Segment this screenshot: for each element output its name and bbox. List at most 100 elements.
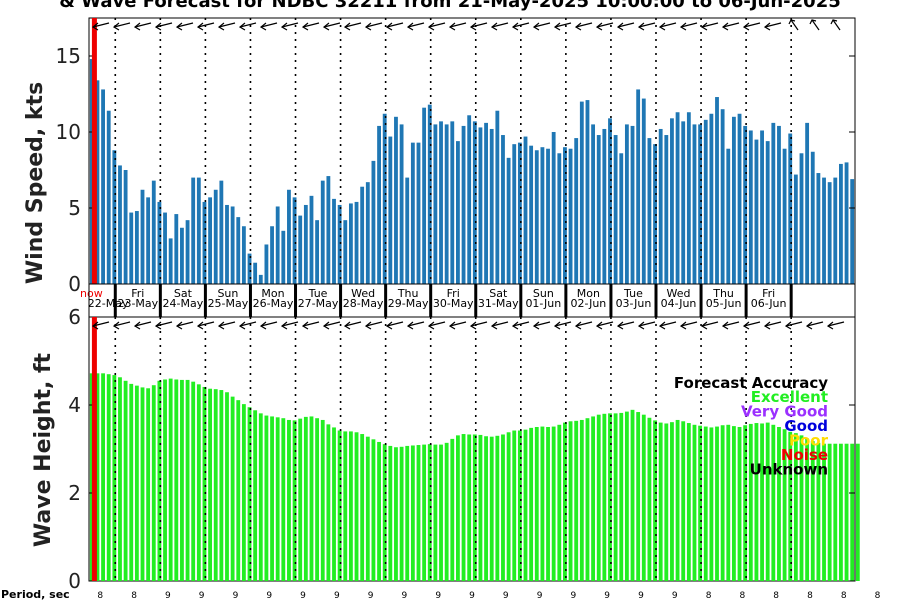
bar bbox=[726, 424, 731, 581]
bar bbox=[686, 423, 691, 581]
bar bbox=[551, 132, 556, 284]
bar bbox=[731, 116, 736, 284]
period-value: 9 bbox=[266, 591, 272, 600]
bar bbox=[236, 400, 241, 581]
bar bbox=[348, 203, 353, 284]
bar bbox=[191, 177, 196, 284]
bar bbox=[180, 227, 184, 284]
bar bbox=[731, 426, 736, 581]
wind-direction-arrow bbox=[532, 22, 551, 31]
period-value: 9 bbox=[638, 591, 644, 600]
bar bbox=[450, 121, 455, 284]
bar bbox=[191, 381, 196, 581]
bar bbox=[754, 423, 759, 581]
y-tick-label: 6 bbox=[68, 305, 81, 329]
bar bbox=[298, 215, 303, 284]
bar bbox=[456, 435, 460, 581]
bar bbox=[202, 201, 207, 284]
bar bbox=[298, 418, 303, 581]
wind-direction-arrow bbox=[574, 321, 593, 330]
bar bbox=[208, 388, 213, 581]
bar bbox=[422, 444, 427, 581]
bar bbox=[208, 197, 213, 284]
bar bbox=[270, 416, 274, 581]
wind-direction-arrow bbox=[574, 22, 593, 31]
bar bbox=[546, 148, 550, 284]
bar bbox=[433, 124, 438, 285]
bar bbox=[816, 173, 821, 284]
legend-title: Forecast Accuracy bbox=[674, 374, 828, 392]
bar bbox=[501, 135, 505, 284]
bar bbox=[287, 419, 291, 581]
y-tick-label: 2 bbox=[68, 481, 81, 505]
bar bbox=[844, 162, 849, 284]
wind-direction-arrow bbox=[217, 321, 236, 330]
bar bbox=[332, 198, 336, 284]
bar bbox=[371, 439, 376, 581]
bar bbox=[574, 138, 579, 284]
date-label: 06-Jun bbox=[751, 297, 787, 310]
wind-direction-arrow bbox=[742, 321, 761, 330]
legend-entry: Unknown bbox=[750, 461, 828, 479]
wind-direction-arrow bbox=[406, 22, 425, 31]
bar bbox=[326, 424, 331, 581]
date-label: 26-May bbox=[253, 297, 294, 310]
bar bbox=[236, 217, 241, 284]
bar bbox=[281, 418, 286, 581]
bar bbox=[788, 133, 793, 284]
bar bbox=[410, 445, 415, 581]
bar bbox=[185, 220, 190, 284]
bar bbox=[670, 118, 674, 284]
period-value: 9 bbox=[368, 591, 374, 600]
bar bbox=[101, 373, 105, 581]
bar bbox=[270, 226, 274, 284]
bar bbox=[855, 443, 860, 581]
bar bbox=[743, 425, 748, 581]
period-value: 9 bbox=[469, 591, 475, 600]
bar bbox=[422, 107, 427, 285]
wind-speed-axis-label: Wind Speed, kts bbox=[23, 82, 48, 284]
wind-direction-arrow bbox=[196, 321, 215, 330]
bar bbox=[123, 170, 128, 284]
bar bbox=[247, 253, 252, 284]
bar bbox=[174, 379, 179, 581]
bar bbox=[146, 197, 151, 284]
wind-direction-arrow bbox=[175, 22, 194, 31]
bar bbox=[822, 443, 826, 581]
bar bbox=[658, 128, 663, 284]
bar bbox=[264, 415, 269, 581]
day-name-label: Sat bbox=[489, 287, 508, 300]
bar bbox=[523, 136, 528, 284]
bar bbox=[118, 377, 122, 581]
bar bbox=[241, 226, 246, 284]
period-value: 9 bbox=[165, 591, 171, 600]
bar bbox=[641, 98, 646, 284]
bar bbox=[653, 420, 657, 581]
wind-direction-arrow bbox=[385, 321, 404, 330]
wind-direction-arrow bbox=[637, 22, 656, 31]
bar bbox=[579, 101, 584, 284]
wind-direction-arrow bbox=[427, 321, 446, 330]
wind-direction-arrow bbox=[322, 22, 341, 31]
bar bbox=[196, 177, 201, 284]
date-label: 25-May bbox=[208, 297, 249, 310]
bar bbox=[315, 418, 320, 581]
wind-direction-arrow bbox=[763, 22, 782, 31]
wind-direction-arrow bbox=[637, 321, 656, 330]
bar bbox=[839, 163, 843, 284]
date-label: 27-May bbox=[298, 297, 339, 310]
day-name-label: Sun bbox=[533, 287, 554, 300]
bar bbox=[489, 128, 494, 284]
date-label: 31-May bbox=[478, 297, 519, 310]
wind-direction-arrow bbox=[343, 321, 362, 330]
bar bbox=[534, 427, 539, 581]
chart-title: & Wave Forecast for NDBC 32211 from 21-M… bbox=[59, 0, 841, 12]
wind-direction-arrow bbox=[406, 321, 425, 330]
wind-direction-arrow bbox=[238, 321, 257, 330]
bar bbox=[151, 180, 156, 284]
wind-direction-arrow bbox=[809, 19, 820, 31]
wind-direction-arrow bbox=[721, 22, 740, 31]
bar bbox=[534, 150, 539, 284]
bar bbox=[698, 425, 703, 581]
